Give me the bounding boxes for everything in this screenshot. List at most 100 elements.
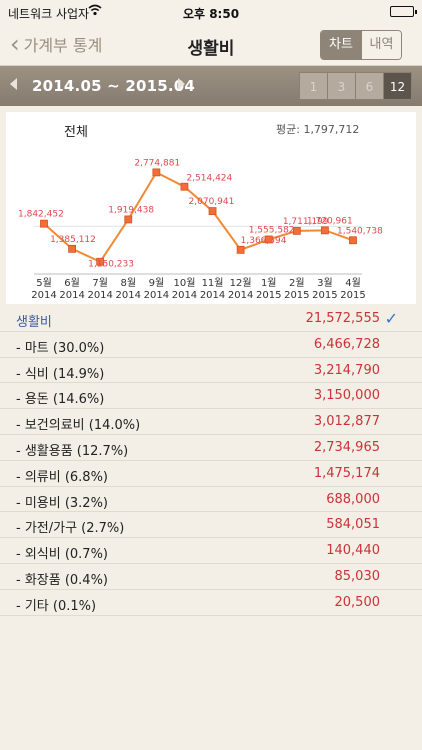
back-button[interactable]: ‹ 가계부 통계 xyxy=(10,32,102,56)
checkmark-icon: ✓ xyxy=(384,309,398,328)
category-amount: 6,466,728 xyxy=(313,336,380,352)
x-tick-year: 2014 xyxy=(200,290,225,301)
battery-icon xyxy=(390,6,417,17)
data-label: 1,366,594 xyxy=(241,236,287,246)
x-tick-year: 2014 xyxy=(172,290,197,301)
category-label: - 용돈 (14.6%) xyxy=(16,392,105,408)
x-tick-month: 11월 xyxy=(202,277,224,289)
data-label: 2,070,941 xyxy=(189,197,235,207)
x-tick-year: 2015 xyxy=(256,290,281,301)
data-point xyxy=(96,257,105,266)
navigation-bar: ‹ 가계부 통계 생활비 차트 내역 xyxy=(0,24,422,66)
x-tick-month: 9월 xyxy=(149,277,165,289)
data-point xyxy=(68,244,76,253)
month-span-3[interactable]: 3 xyxy=(327,72,356,100)
x-tick-year: 2014 xyxy=(59,290,84,301)
previous-period-icon[interactable] xyxy=(10,78,17,90)
category-amount: 2,734,965 xyxy=(313,439,380,455)
chevron-left-icon: ‹ xyxy=(10,30,20,58)
tab-detail[interactable]: 내역 xyxy=(361,31,401,59)
x-tick-year: 2014 xyxy=(116,290,141,301)
category-label: - 마트 (30.0%) xyxy=(16,340,105,356)
category-amount: 20,500 xyxy=(334,594,381,610)
data-point xyxy=(152,168,161,177)
list-item[interactable]: - 의류비 (6.8%) 1,475,174 xyxy=(0,461,422,487)
list-item[interactable]: - 가전/가구 (2.7%) 584,051 xyxy=(0,512,422,539)
period-range: 2014.05 ~ 2015.04 xyxy=(32,77,196,95)
category-label: - 의류비 (6.8%) xyxy=(16,469,109,485)
month-span-selector: 1 3 6 12 xyxy=(299,72,412,100)
data-label: 1,711,199 xyxy=(283,217,329,227)
category-label: - 미용비 (3.2%) xyxy=(16,495,109,511)
list-item[interactable]: - 미용비 (3.2%) 688,000 xyxy=(0,487,422,513)
data-point xyxy=(40,219,48,228)
list-item[interactable]: - 생활용품 (12.7%) 2,734,965 xyxy=(0,435,422,461)
list-item[interactable]: - 용돈 (14.6%) 3,150,000 xyxy=(0,383,422,410)
category-amount: 1,475,174 xyxy=(313,465,380,481)
x-tick-year: 2014 xyxy=(228,290,253,301)
category-amount: 21,572,555 xyxy=(305,311,380,326)
x-tick-month: 1월 xyxy=(261,277,277,289)
x-tick-year: 2014 xyxy=(31,290,56,301)
data-label: 1,150,233 xyxy=(88,260,134,270)
x-tick-year: 2015 xyxy=(340,290,365,301)
line-chart: 1,842,4525월20141,385,1126월20141,150,2337… xyxy=(18,158,383,301)
category-amount: 3,214,790 xyxy=(313,362,380,378)
month-span-1[interactable]: 1 xyxy=(299,72,328,100)
data-label: 1,385,112 xyxy=(50,235,96,245)
x-tick-month: 2월 xyxy=(289,277,305,289)
chart-average: 평균: 1,797,712 xyxy=(276,123,360,136)
category-amount: 688,000 xyxy=(326,491,380,507)
x-tick-month: 8월 xyxy=(120,277,136,289)
data-point xyxy=(180,182,189,191)
category-label: - 보건의료비 (14.0%) xyxy=(16,418,141,434)
data-label: 1,919,438 xyxy=(108,205,154,215)
list-item[interactable]: - 기타 (0.1%) 20,500 xyxy=(0,590,422,616)
chart-title: 전체 xyxy=(64,125,88,140)
data-label: 1,555,582 xyxy=(249,225,295,235)
x-tick-year: 2015 xyxy=(312,290,337,301)
data-point xyxy=(292,226,301,235)
data-point xyxy=(236,245,245,254)
back-label: 가계부 통계 xyxy=(23,36,103,55)
status-bar: 네트워크 사업자 오후 8:50 xyxy=(0,0,422,24)
category-label: - 기타 (0.1%) xyxy=(16,598,97,614)
month-span-12[interactable]: 12 xyxy=(383,72,412,100)
category-label: - 화장품 (0.4%) xyxy=(16,572,109,588)
period-bar: 2014.05 ~ 2015.04 1 3 6 12 xyxy=(0,66,422,106)
series-line xyxy=(43,171,354,264)
wifi-icon xyxy=(88,4,102,19)
list-item[interactable]: - 마트 (30.0%) 6,466,728 xyxy=(0,332,422,358)
data-point xyxy=(349,236,357,245)
data-label: 1,842,452 xyxy=(18,210,64,220)
category-list: 생활비 21,572,555 ✓ - 마트 (30.0%) 6,466,728 - 식비 … xyxy=(0,306,422,616)
category-amount: 3,150,000 xyxy=(313,388,380,404)
category-amount: 584,051 xyxy=(326,517,380,533)
data-point xyxy=(264,235,273,244)
x-tick-month: 3월 xyxy=(317,277,333,289)
category-amount: 3,012,877 xyxy=(313,414,380,430)
x-tick-month: 7월 xyxy=(92,277,108,289)
category-label: - 생활용품 (12.7%) xyxy=(16,443,129,459)
data-point xyxy=(124,215,133,224)
month-span-6[interactable]: 6 xyxy=(355,72,384,100)
x-tick-month: 12월 xyxy=(230,277,252,289)
list-item[interactable]: - 보건의료비 (14.0%) 3,012,877 xyxy=(0,409,422,435)
total-row[interactable]: 생활비 21,572,555 ✓ xyxy=(0,306,422,332)
data-label: 2,774,881 xyxy=(134,158,180,168)
x-tick-year: 2015 xyxy=(284,290,309,301)
category-label: - 외식비 (0.7%) xyxy=(16,547,109,563)
data-label: 1,540,738 xyxy=(337,226,383,236)
x-tick-month: 4월 xyxy=(345,277,361,289)
next-period-icon[interactable] xyxy=(178,78,185,90)
list-item[interactable]: - 식비 (14.9%) 3,214,790 xyxy=(0,358,422,384)
x-tick-year: 2014 xyxy=(144,290,169,301)
view-segmented-control: 차트 내역 xyxy=(320,30,402,60)
tab-chart[interactable]: 차트 xyxy=(321,31,361,59)
clock: 오후 8:50 xyxy=(182,7,240,21)
carrier-label: 네트워크 사업자 xyxy=(8,7,90,21)
x-tick-year: 2014 xyxy=(87,290,112,301)
list-item[interactable]: - 화장품 (0.4%) 85,030 xyxy=(0,564,422,590)
list-item[interactable]: - 외식비 (0.7%) 140,440 xyxy=(0,538,422,564)
data-point xyxy=(321,226,329,235)
